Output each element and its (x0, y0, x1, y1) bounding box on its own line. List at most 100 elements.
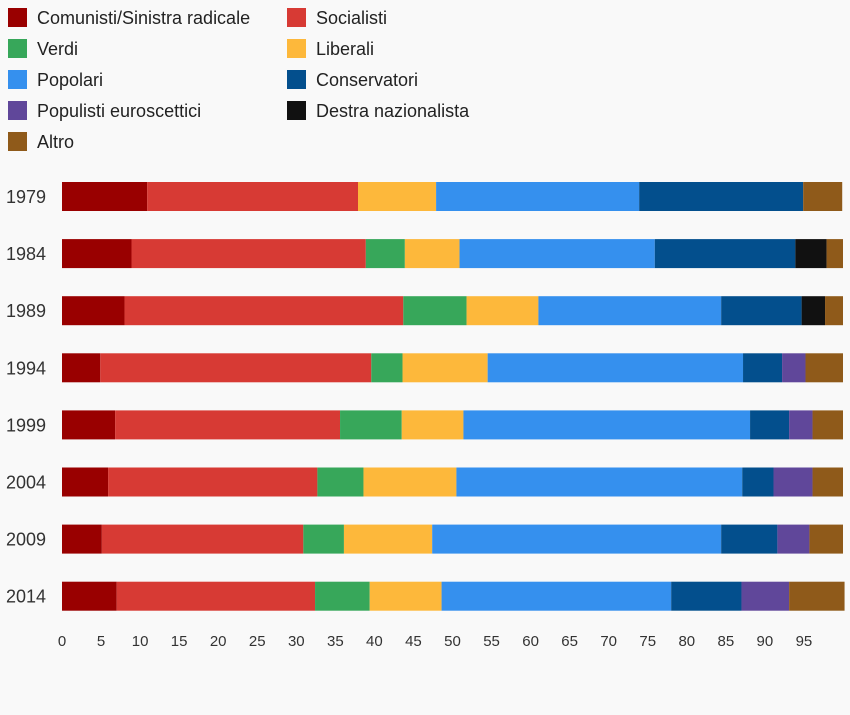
bar-segment-2014-popolari[interactable] (441, 581, 672, 611)
legend-item-socialisti[interactable]: Socialisti (287, 8, 387, 28)
bar-segment-1984-liberali[interactable] (404, 239, 460, 269)
bar-segment-1999-populisti-euroscettici[interactable] (789, 410, 813, 440)
category-labels: 1979 1984 1989 1994 1999 2004 2009 2014 (6, 187, 46, 607)
legend-item-populisti-euroscettici[interactable]: Populisti euroscettici (8, 101, 201, 121)
bar-segment-2009-popolari[interactable] (432, 524, 722, 554)
bar-segment-1999-verdi[interactable] (340, 410, 402, 440)
bar-segment-2004-comunisti-sinistra-radicale[interactable] (62, 467, 109, 497)
bar-segment-1999-conservatori[interactable] (750, 410, 790, 440)
legend-swatch (8, 101, 27, 120)
bar-segment-2004-socialisti[interactable] (108, 467, 318, 497)
bar-segment-1994-socialisti[interactable] (100, 353, 372, 383)
x-tick-label: 55 (483, 633, 500, 650)
bar-segment-2004-liberali[interactable] (363, 467, 457, 497)
legend-item-popolari[interactable]: Popolari (8, 70, 103, 90)
bar-segment-1994-verdi[interactable] (371, 353, 403, 383)
legend-item-conservatori[interactable]: Conservatori (287, 70, 418, 90)
legend-item-verdi[interactable]: Verdi (8, 39, 78, 59)
bar-segment-1989-popolari[interactable] (538, 296, 722, 326)
bar-segment-1994-popolari[interactable] (487, 353, 744, 383)
bar-segment-2014-verdi[interactable] (315, 581, 370, 611)
x-tick-label: 5 (97, 633, 105, 650)
bar-row-2009 (62, 524, 843, 554)
bar-segment-2004-verdi[interactable] (317, 467, 364, 497)
x-tick-label: 10 (132, 633, 149, 650)
bar-segment-1994-populisti-euroscettici[interactable] (782, 353, 806, 383)
bar-segment-1979-socialisti[interactable] (147, 182, 358, 211)
bar-segment-1989-altro[interactable] (825, 296, 843, 326)
bar-segment-2014-comunisti-sinistra-radicale[interactable] (62, 581, 117, 611)
bar-segment-1994-conservatori[interactable] (743, 353, 783, 383)
legend-item-destra-nazionalista[interactable]: Destra nazionalista (287, 101, 470, 121)
bar-segment-2009-liberali[interactable] (343, 524, 433, 554)
bar-segment-1994-comunisti-sinistra-radicale[interactable] (62, 353, 101, 383)
legend-item-altro[interactable]: Altro (8, 132, 74, 152)
bar-segment-1989-verdi[interactable] (403, 296, 467, 326)
bar-segment-1979-conservatori[interactable] (639, 182, 804, 211)
legend-swatch (8, 8, 27, 27)
x-tick-label: 25 (249, 633, 266, 650)
bar-segment-2014-populisti-euroscettici[interactable] (741, 581, 790, 611)
x-tick-label: 90 (757, 633, 774, 650)
bar-segment-2009-populisti-euroscettici[interactable] (777, 524, 810, 554)
x-tick-label: 95 (796, 633, 813, 650)
bar-segment-2014-altro[interactable] (789, 581, 845, 611)
legend-label: Socialisti (316, 8, 387, 28)
bar-segment-1984-popolari[interactable] (459, 239, 655, 269)
bar-segment-1984-verdi[interactable] (365, 239, 405, 269)
x-tick-label: 85 (718, 633, 735, 650)
bar-segment-2004-conservatori[interactable] (742, 467, 774, 497)
bar-segment-1999-comunisti-sinistra-radicale[interactable] (62, 410, 116, 440)
bar-segment-1979-liberali[interactable] (358, 182, 437, 211)
bar-segment-1984-destra-nazionalista[interactable] (795, 239, 827, 269)
legend-item-liberali[interactable]: Liberali (287, 39, 374, 59)
x-tick-label: 80 (678, 633, 695, 650)
bar-segment-1979-popolari[interactable] (436, 182, 640, 211)
category-label: 1984 (6, 244, 46, 264)
bar-segment-1979-altro[interactable] (803, 182, 843, 211)
bar-segment-2004-populisti-euroscettici[interactable] (773, 467, 813, 497)
bar-segment-1999-altro[interactable] (812, 410, 843, 440)
legend-swatch (287, 70, 306, 89)
bar-segment-1999-popolari[interactable] (463, 410, 751, 440)
bar-row-2014 (62, 581, 845, 611)
category-label: 1999 (6, 415, 46, 435)
bar-segment-2014-socialisti[interactable] (116, 581, 316, 611)
bar-segment-1984-conservatori[interactable] (654, 239, 796, 269)
legend-swatch (287, 8, 306, 27)
bar-segment-1984-altro[interactable] (826, 239, 843, 269)
bar-segment-1989-socialisti[interactable] (124, 296, 404, 326)
legend-label: Destra nazionalista (316, 101, 470, 121)
bar-segment-1989-comunisti-sinistra-radicale[interactable] (62, 296, 125, 326)
legend: Comunisti/Sinistra radicale Socialisti Ver… (8, 8, 470, 152)
bar-segment-2009-comunisti-sinistra-radicale[interactable] (62, 524, 102, 554)
x-tick-label: 45 (405, 633, 422, 650)
legend-swatch (287, 101, 306, 120)
bar-segment-2009-altro[interactable] (809, 524, 843, 554)
bar-segment-2014-conservatori[interactable] (671, 581, 742, 611)
bar-row-1984 (62, 239, 843, 269)
x-tick-label: 60 (522, 633, 539, 650)
bar-segment-2009-socialisti[interactable] (101, 524, 304, 554)
bar-segment-1984-socialisti[interactable] (131, 239, 366, 269)
bar-segment-2004-altro[interactable] (812, 467, 843, 497)
bar-segment-1994-altro[interactable] (805, 353, 843, 383)
bar-segment-2004-popolari[interactable] (456, 467, 743, 497)
x-tick-label: 30 (288, 633, 305, 650)
bar-segment-1999-socialisti[interactable] (115, 410, 341, 440)
bar-segment-1994-liberali[interactable] (402, 353, 488, 383)
bar-row-2004 (62, 467, 843, 497)
x-tick-label: 35 (327, 633, 344, 650)
legend-item-comunisti-sinistra-radicale[interactable]: Comunisti/Sinistra radicale (8, 8, 250, 28)
bar-segment-1989-conservatori[interactable] (721, 296, 802, 326)
category-label: 2009 (6, 530, 46, 550)
legend-label: Comunisti/Sinistra radicale (37, 8, 250, 28)
bar-segment-2009-verdi[interactable] (303, 524, 344, 554)
bar-segment-1984-comunisti-sinistra-radicale[interactable] (62, 239, 132, 269)
bar-segment-1989-liberali[interactable] (466, 296, 539, 326)
bar-segment-1989-destra-nazionalista[interactable] (801, 296, 826, 326)
bar-segment-2009-conservatori[interactable] (721, 524, 778, 554)
bar-segment-1979-comunisti-sinistra-radicale[interactable] (62, 182, 148, 211)
bar-segment-1999-liberali[interactable] (401, 410, 464, 440)
bar-segment-2014-liberali[interactable] (369, 581, 442, 611)
